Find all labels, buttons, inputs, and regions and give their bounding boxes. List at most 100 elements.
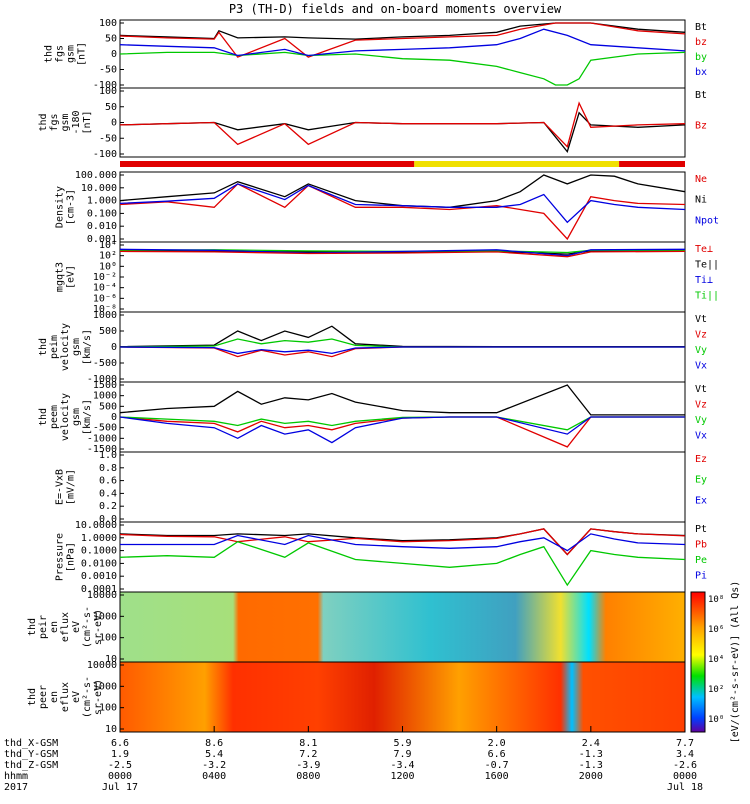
y-tick-label: 0 [111, 118, 117, 129]
x-axis-value: 1.9 [111, 749, 129, 760]
y-axis-label: gsm [66, 45, 77, 63]
y-tick-label: 100 [99, 633, 117, 644]
series-line-npot [119, 183, 686, 224]
y-tick-label: 10.0000 [75, 520, 117, 531]
legend-label: by [695, 52, 707, 63]
y-tick-label: 0.4 [99, 488, 117, 499]
x-axis-value: 1200 [390, 771, 414, 782]
legend-label: Pb [695, 540, 707, 551]
y-axis-label: gsm [71, 408, 82, 426]
colorbar-tick: 10⁶ [708, 625, 724, 635]
footer-row-label: thd_X-GSM [4, 738, 58, 749]
x-axis-value: 0000 [108, 771, 132, 782]
x-axis-value: 6.6 [488, 749, 506, 760]
x-axis-value: 3.4 [676, 749, 694, 760]
y-axis-label: Density [55, 186, 66, 228]
x-axis-value: 8.6 [205, 738, 223, 749]
y-tick-label: 0.010 [87, 221, 117, 232]
y-axis-label: [cm-3] [66, 189, 77, 225]
series-line-te [119, 250, 686, 258]
y-tick-label: 0.8 [99, 463, 117, 474]
colorbar-tick: 10⁰ [708, 715, 724, 725]
y-tick-label: -500 [93, 358, 117, 369]
series-line-bt [119, 111, 686, 153]
x-axis-value: 0800 [296, 771, 320, 782]
y-tick-label: 10⁻⁶ [93, 293, 117, 304]
series-line-vx [119, 346, 685, 355]
y-axis-label: [km/s] [82, 329, 93, 365]
y-axis-label: E=-VxB [55, 469, 66, 505]
colorbar [690, 591, 706, 733]
legend-label: Ey [695, 475, 707, 486]
legend-label: Bt [695, 22, 707, 33]
x-axis-value: Jul 18 [667, 782, 703, 793]
x-axis-value: 8.1 [299, 738, 317, 749]
y-tick-label: 10⁰ [99, 261, 117, 272]
series-line-bt [119, 22, 686, 40]
legend-label: Bz [695, 121, 707, 132]
y-tick-label: -1500 [87, 444, 117, 455]
x-axis-value: -3.4 [390, 760, 414, 771]
legend-label: Ez [695, 454, 707, 465]
y-tick-label: 10000 [87, 660, 117, 671]
y-tick-label: 10⁻⁸ [93, 304, 117, 315]
panel-frame [119, 19, 686, 89]
x-axis-value: -0.7 [485, 760, 509, 771]
y-tick-label: 1000 [93, 310, 117, 321]
x-axis-value: -3.9 [296, 760, 320, 771]
panel-frame [119, 451, 686, 523]
y-axis-label: mgqt3 [55, 262, 66, 292]
y-tick-label: 50 [105, 102, 117, 113]
x-axis-value: 0400 [202, 771, 226, 782]
y-axis-label: thd [38, 408, 49, 426]
series-line-bx [119, 28, 686, 57]
region-bar-segment [619, 161, 685, 167]
y-tick-label: 1000 [93, 391, 117, 402]
legend-label: Ne [695, 174, 707, 185]
y-axis-label: [nT] [77, 42, 88, 66]
legend-label: bz [695, 37, 707, 48]
y-tick-label: -100 [93, 80, 117, 91]
y-tick-label: -1000 [87, 374, 117, 385]
legend-label: Vz [695, 330, 707, 341]
y-tick-label: -50 [99, 65, 117, 76]
plot-title: P3 (TH-D) fields and on-board moments ov… [229, 2, 562, 16]
y-tick-label: 0.0100 [81, 558, 117, 569]
y-axis-label: eflux [60, 612, 71, 642]
y-tick-label: -100 [93, 149, 117, 160]
y-tick-label: 10⁻⁴ [93, 283, 117, 294]
x-axis-value: 7.9 [393, 749, 411, 760]
legend-label: Ex [695, 495, 707, 506]
footer-row-label: thd_Z-GSM [4, 760, 58, 771]
series-line-pi [120, 533, 686, 552]
series-line-vt [119, 325, 685, 348]
y-tick-label: 0.001 [87, 234, 117, 245]
y-axis-label: velocity [60, 323, 71, 371]
y-axis-label: thd [44, 45, 55, 63]
series-line-vt [119, 384, 685, 416]
legend-label: Vt [695, 314, 707, 325]
y-tick-label: 10.000 [81, 183, 117, 194]
y-axis-label: eV [71, 691, 82, 703]
y-tick-label: 0.0010 [81, 571, 117, 582]
ion-spectrogram [120, 592, 685, 662]
y-axis-label: (cm²-s- [82, 606, 93, 648]
y-axis-label: peir [38, 615, 49, 639]
legend-label: Ti|| [695, 291, 719, 302]
y-axis-label: eV [71, 621, 82, 633]
colorbar-tick: 10⁸ [708, 595, 724, 605]
y-axis-label: sr-eV) [93, 609, 104, 645]
series-line-ti [119, 248, 686, 257]
y-axis-label: -180 [71, 110, 82, 134]
footer-row-label: thd_Y-GSM [4, 749, 58, 760]
series-line-vz [119, 346, 685, 358]
x-axis-value: -3.2 [202, 760, 226, 771]
y-tick-label: -500 [93, 423, 117, 434]
series-line-vx [119, 416, 685, 444]
x-axis-value: Jul 17 [102, 782, 138, 793]
x-axis-value: 7.7 [676, 738, 694, 749]
y-axis-label: gsm [60, 113, 71, 131]
x-axis-value: 2.0 [488, 738, 506, 749]
legend-label: bx [695, 67, 707, 78]
